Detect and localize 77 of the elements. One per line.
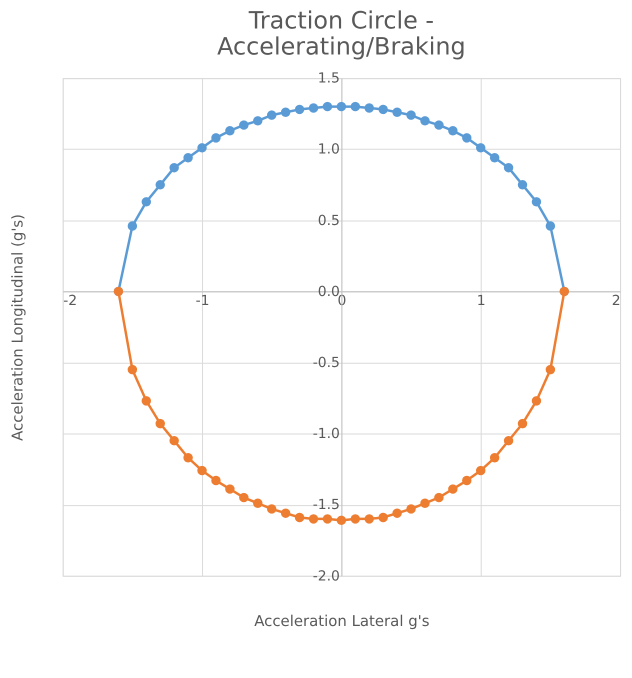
point <box>378 512 388 522</box>
point <box>239 492 249 502</box>
point <box>336 516 346 526</box>
y-axis-title: Acceleration Longitudinal (g's) <box>8 214 26 441</box>
point <box>142 396 152 406</box>
point <box>518 418 528 428</box>
y-tick-label: -1.5 <box>312 497 340 514</box>
point <box>476 466 486 476</box>
point <box>504 163 514 172</box>
point <box>476 143 486 153</box>
y-tick-label: 1.0 <box>318 142 340 158</box>
point <box>211 476 221 486</box>
point <box>532 197 542 207</box>
point <box>128 364 138 374</box>
point <box>448 126 458 136</box>
point <box>156 418 165 428</box>
point <box>364 103 374 113</box>
point <box>462 133 472 143</box>
point <box>406 110 416 120</box>
point <box>378 104 388 114</box>
y-tick-label: 1.5 <box>318 70 340 87</box>
point <box>294 104 304 114</box>
point <box>280 508 290 518</box>
point <box>392 108 402 117</box>
point <box>350 102 360 112</box>
point <box>197 143 207 153</box>
point <box>266 110 276 120</box>
point <box>336 102 346 112</box>
point <box>308 103 318 113</box>
point <box>350 514 360 524</box>
chart-title: Traction Circle - Accelerating/Braking <box>217 6 466 60</box>
point <box>490 153 500 162</box>
y-tick-label: 0.0 <box>318 284 340 300</box>
point <box>322 102 332 112</box>
point <box>183 453 193 462</box>
point <box>253 116 262 126</box>
point <box>280 108 290 117</box>
point <box>532 396 542 406</box>
point <box>392 508 402 518</box>
x-tick-label: 2 <box>612 292 621 309</box>
y-tick-label: -2.0 <box>312 568 340 584</box>
y-tick-label: -1.0 <box>312 426 340 442</box>
x-tick-label: -2 <box>63 292 78 309</box>
point <box>225 484 235 494</box>
point <box>406 504 416 514</box>
point <box>364 514 374 524</box>
point <box>462 476 472 486</box>
point <box>518 180 528 190</box>
x-tick-label: -1 <box>196 292 210 309</box>
point <box>448 484 458 494</box>
point <box>128 221 138 231</box>
point <box>546 364 556 374</box>
y-tick-label: 0.5 <box>318 212 340 229</box>
point <box>294 512 304 522</box>
point <box>420 498 430 508</box>
point <box>434 492 444 502</box>
point <box>253 498 262 508</box>
point <box>308 514 318 524</box>
point <box>322 514 332 524</box>
point <box>169 436 179 446</box>
point <box>266 504 276 514</box>
point <box>239 120 249 130</box>
point <box>211 133 221 143</box>
point <box>156 180 165 190</box>
x-axis-title: Acceleration Lateral g's <box>254 612 430 630</box>
y-tick-label: -0.5 <box>312 354 340 371</box>
x-tick-label: 1 <box>476 292 486 309</box>
point <box>490 453 500 462</box>
point <box>546 221 556 231</box>
point <box>142 197 152 207</box>
point <box>434 120 444 130</box>
point <box>183 153 193 162</box>
point <box>169 163 179 172</box>
point <box>504 436 514 446</box>
point <box>197 466 207 476</box>
point <box>420 116 430 126</box>
point <box>225 126 235 136</box>
